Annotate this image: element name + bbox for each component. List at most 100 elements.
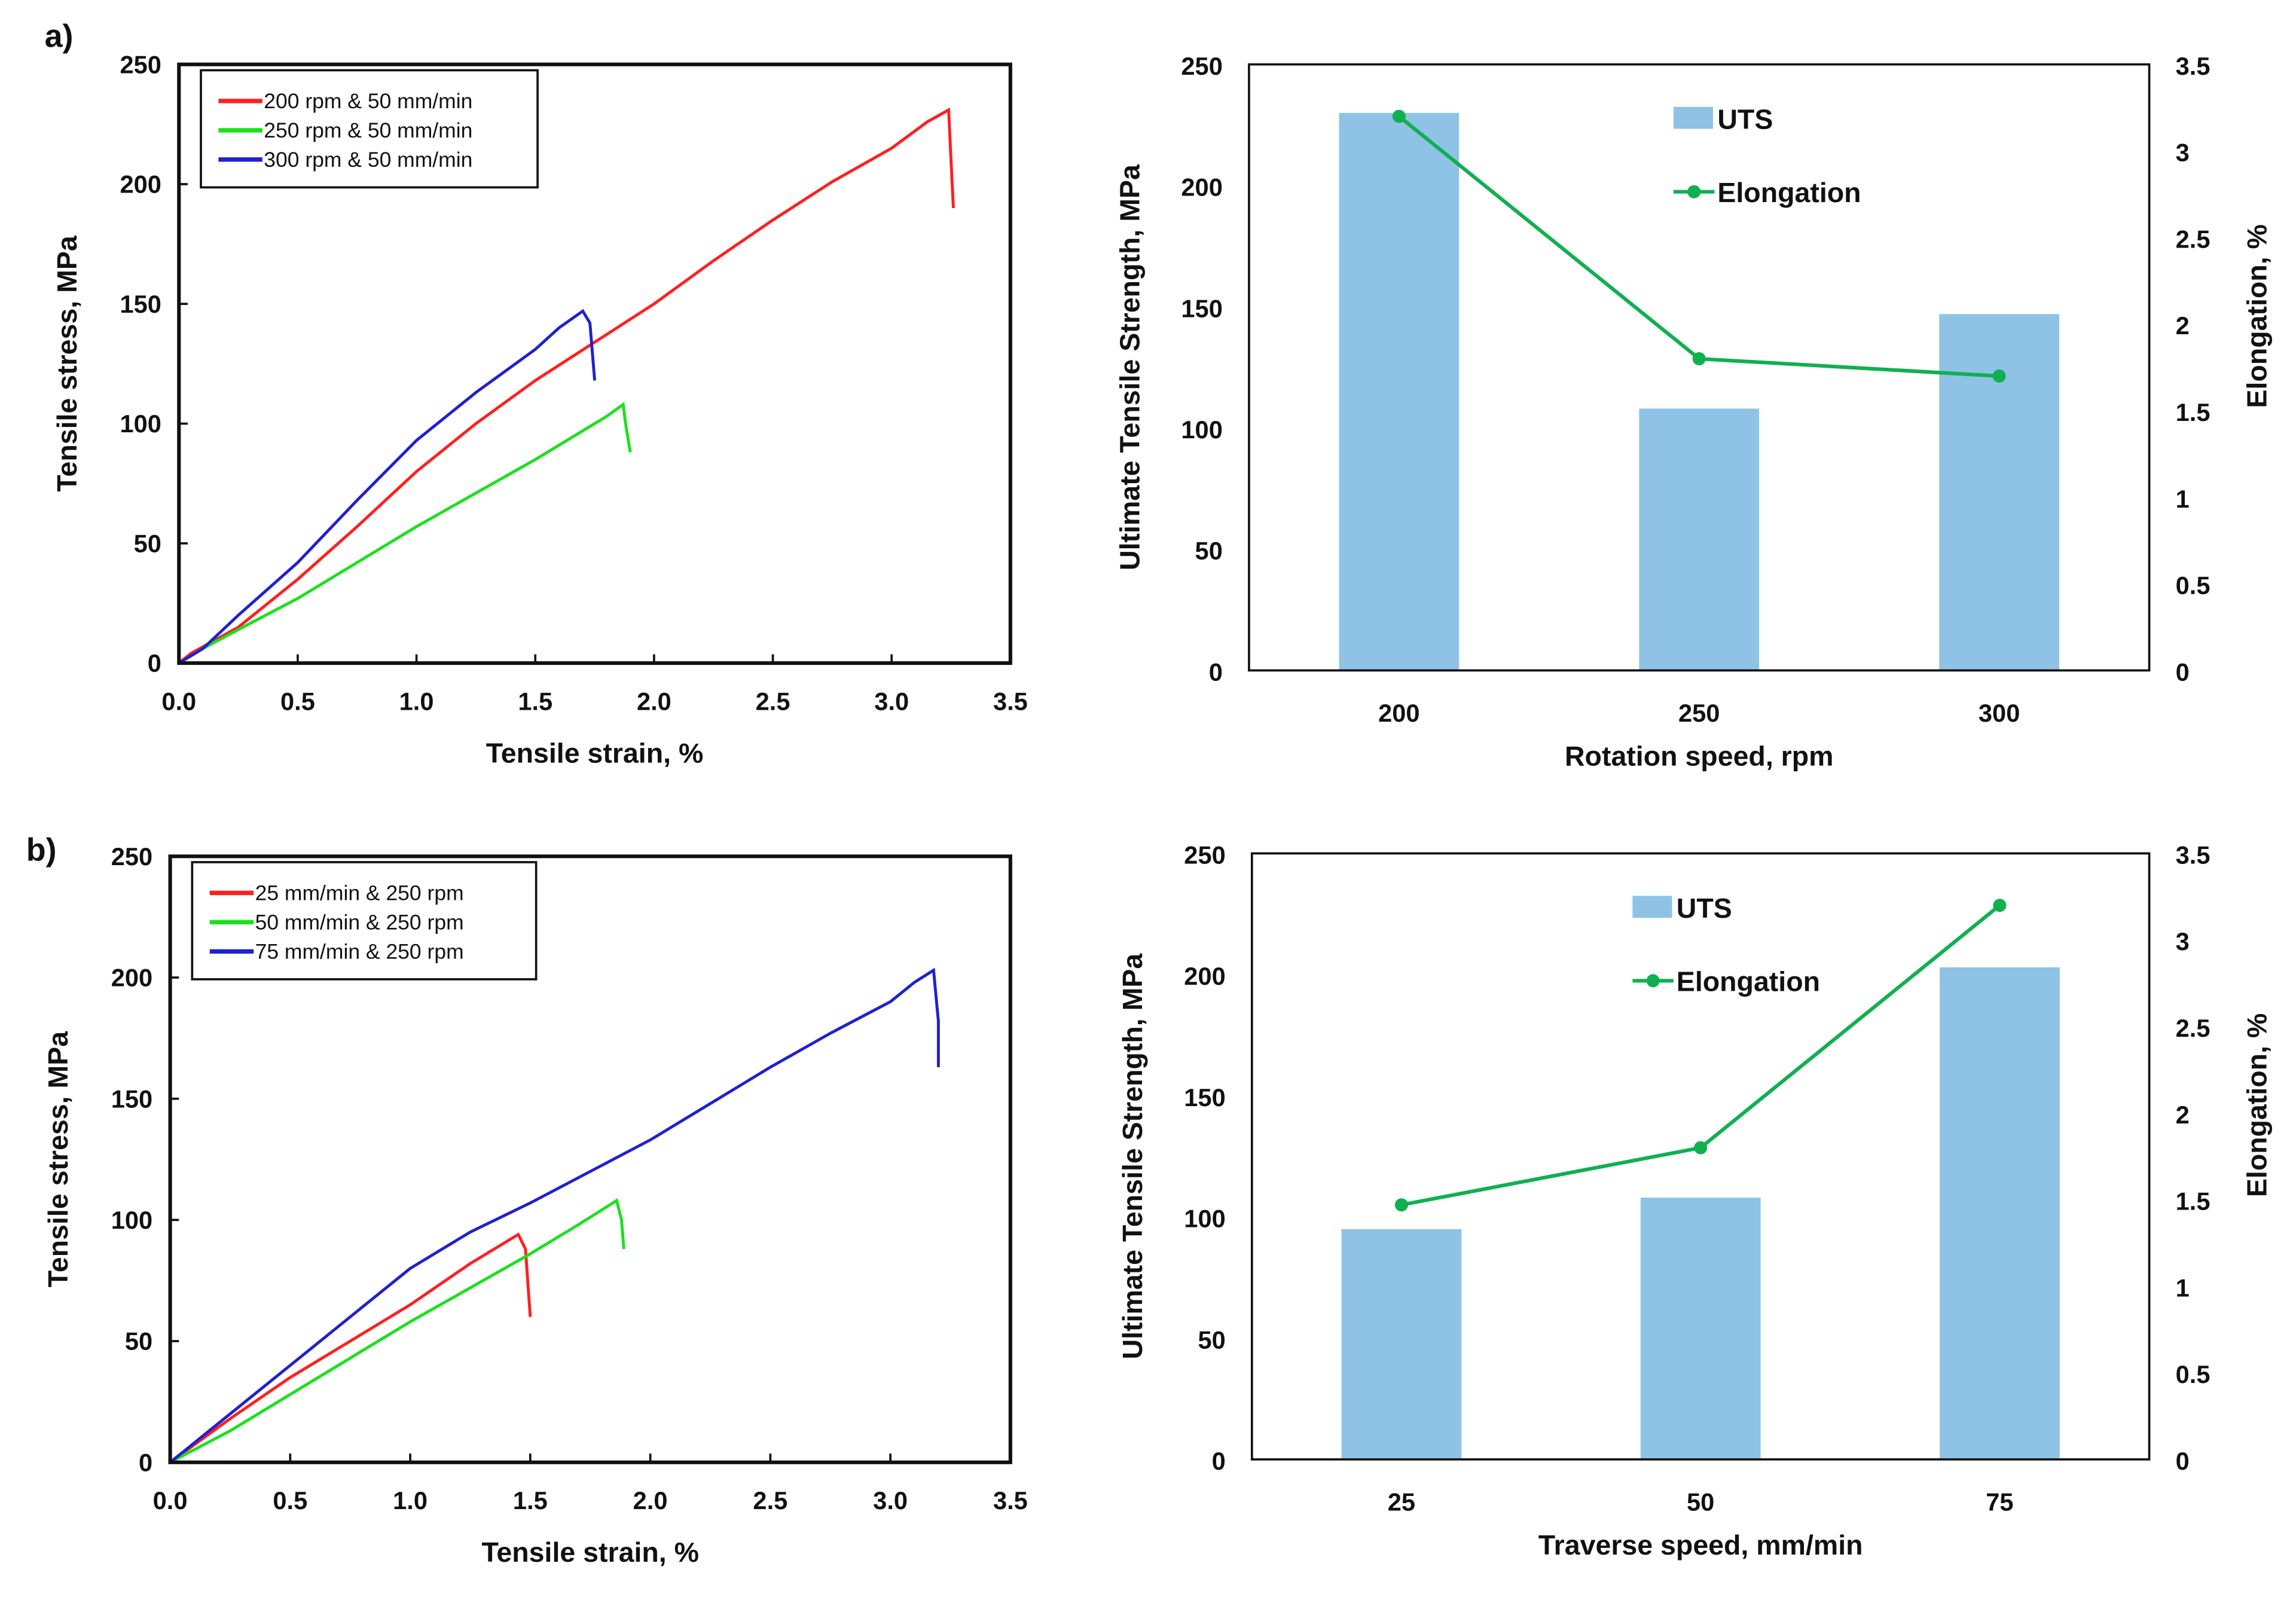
series-line-3 (169, 967, 940, 1464)
x-category-label: 25 (1388, 1488, 1415, 1516)
y-tick-label: 200 (1184, 962, 1225, 990)
x-axis-title: Rotation speed, rpm (1565, 740, 1834, 771)
x-category-label: 75 (1986, 1488, 2013, 1516)
series-line-2 (178, 402, 632, 665)
series-line-1 (169, 1232, 532, 1464)
y2-tick-label: 0.5 (2176, 1360, 2210, 1388)
y2-tick-label: 3.5 (2176, 841, 2210, 869)
x-tick-label: 1.0 (399, 687, 434, 715)
legend-label: 25 mm/min & 250 rpm (255, 881, 464, 905)
y2-tick-label: 1 (2176, 1274, 2190, 1302)
x-tick-label: 3.0 (874, 687, 909, 715)
legend: UTS Elongation (1632, 893, 1820, 997)
y-tick-label: 100 (111, 1206, 152, 1234)
y2-tick-label: 0.5 (2176, 572, 2210, 600)
y-tick-label: 100 (1184, 1205, 1225, 1233)
legend-label: 75 mm/min & 250 rpm (255, 940, 464, 964)
series-line-1 (178, 107, 955, 664)
x-category-label: 300 (1979, 699, 2020, 727)
y-tick-label: 0 (148, 649, 161, 677)
legend-label: UTS (1717, 103, 1773, 135)
panel-label: a) (45, 18, 74, 54)
x-tick-label: 3.0 (873, 1486, 908, 1514)
legend-label: 50 mm/min & 250 rpm (255, 911, 464, 935)
legend-label: 200 rpm & 50 mm/min (264, 89, 472, 113)
x-tick-label: 0.0 (161, 687, 196, 715)
y-tick-label: 200 (1181, 173, 1222, 201)
y2-tick-label: 0 (2176, 1447, 2190, 1475)
legend-label: UTS (1677, 893, 1732, 924)
plot-frame (168, 854, 1012, 1464)
panel-3: b) 0 50 100 150 200 250 0.0 0.5 1.0 1.5 2.0 2.5 3.0 3.… (26, 832, 1028, 1568)
panel-2: 0 50 100 150 200 250 0 0.5 1 1.5 2 2.5 3 3.5 200 250 300… (1114, 52, 2272, 772)
y-tick-label: 250 (1184, 841, 1225, 869)
elongation-marker (1993, 899, 2007, 912)
elongation-marker (1692, 352, 1706, 366)
x-tick-label: 0.5 (280, 687, 315, 715)
x-category-label: 50 (1687, 1488, 1714, 1516)
x-category-label: 250 (1678, 699, 1720, 727)
y-tick-label: 150 (1181, 294, 1222, 322)
x-tick-label: 2.0 (633, 1486, 668, 1514)
y2-tick-label: 2 (2176, 312, 2190, 340)
y-axis-title: Ultimate Tensile Strength, MPa (1117, 953, 1148, 1360)
legend: 25 mm/min & 250 rpm 50 mm/min & 250 rpm 75… (191, 861, 538, 981)
y2-tick-label: 1.5 (2176, 1187, 2210, 1216)
y-tick-label: 50 (134, 529, 161, 557)
uts-bar (1640, 1198, 1761, 1459)
legend-elongation-marker (1687, 185, 1701, 199)
y-tick-label: 150 (111, 1085, 152, 1113)
y2-tick-label: 3.5 (2176, 52, 2210, 80)
elongation-marker (1394, 1198, 1408, 1212)
y-tick-label: 250 (1181, 52, 1222, 80)
legend-elongation-marker (1646, 974, 1660, 988)
y-tick-label: 100 (120, 410, 161, 438)
plot-frame (1248, 63, 2151, 672)
uts-bar (1939, 314, 2060, 671)
legend-label: Elongation (1717, 177, 1861, 208)
y-axis-title: Ultimate Tensile Strength, MPa (1114, 164, 1145, 570)
legend-label: 300 rpm & 50 mm/min (264, 148, 472, 172)
elongation-marker (1694, 1141, 1708, 1155)
panel-label: b) (26, 832, 57, 868)
y-tick-label: 150 (1184, 1083, 1225, 1112)
x-category-label: 200 (1378, 699, 1419, 727)
y2-tick-label: 3 (2176, 927, 2190, 955)
y2-tick-label: 2.5 (2176, 1014, 2210, 1042)
elongation-marker (1392, 109, 1406, 123)
x-tick-label: 1.5 (513, 1486, 548, 1514)
y-tick-label: 100 (1181, 416, 1222, 444)
uts-bar (1940, 967, 2060, 1459)
legend: UTS Elongation (1673, 103, 1861, 208)
elongation-marker (1992, 369, 2006, 383)
x-tick-label: 0.5 (273, 1486, 307, 1514)
y-tick-label: 250 (111, 842, 152, 871)
x-tick-label: 3.5 (993, 1486, 1028, 1514)
elongation-line (1397, 115, 1999, 378)
x-tick-label: 3.5 (993, 687, 1028, 715)
plot-frame (1250, 852, 2151, 1461)
x-axis-title: Tensile strain, % (486, 738, 704, 769)
legend-label: Elongation (1677, 966, 1820, 997)
panel-4: 0 50 100 150 200 250 0 0.5 1 1.5 2 2.5 3 3.5 25 50 75 Tra… (1117, 841, 2272, 1561)
y-axis-title: Tensile stress, MPa (42, 1031, 74, 1287)
plot-frame (177, 62, 1012, 665)
x-tick-label: 2.5 (753, 1486, 787, 1514)
y-tick-label: 50 (1198, 1326, 1225, 1354)
uts-bar (1339, 112, 1460, 671)
y2-tick-label: 3 (2176, 139, 2190, 167)
y-tick-label: 200 (111, 964, 152, 992)
x-tick-label: 2.0 (637, 687, 671, 715)
y-axis-title: Tensile stress, MPa (51, 235, 83, 491)
y2-tick-label: 2.5 (2176, 225, 2210, 253)
series-line-2 (169, 1198, 625, 1464)
uts-bar (1341, 1229, 1462, 1459)
series-line-3 (178, 309, 597, 665)
y-tick-label: 0 (1209, 658, 1223, 686)
x-axis-title: Traverse speed, mm/min (1538, 1529, 1863, 1561)
legend: 200 rpm & 50 mm/min 250 rpm & 50 mm/min 30… (200, 69, 539, 189)
panel-1: a) 0 50 100 150 200 250 0.0 0.5 1.0 1.5 2.0 2.5 3.0 3.… (45, 18, 1028, 768)
legend-uts-swatch (1673, 106, 1714, 129)
x-axis-title: Tensile strain, % (481, 1537, 699, 1568)
